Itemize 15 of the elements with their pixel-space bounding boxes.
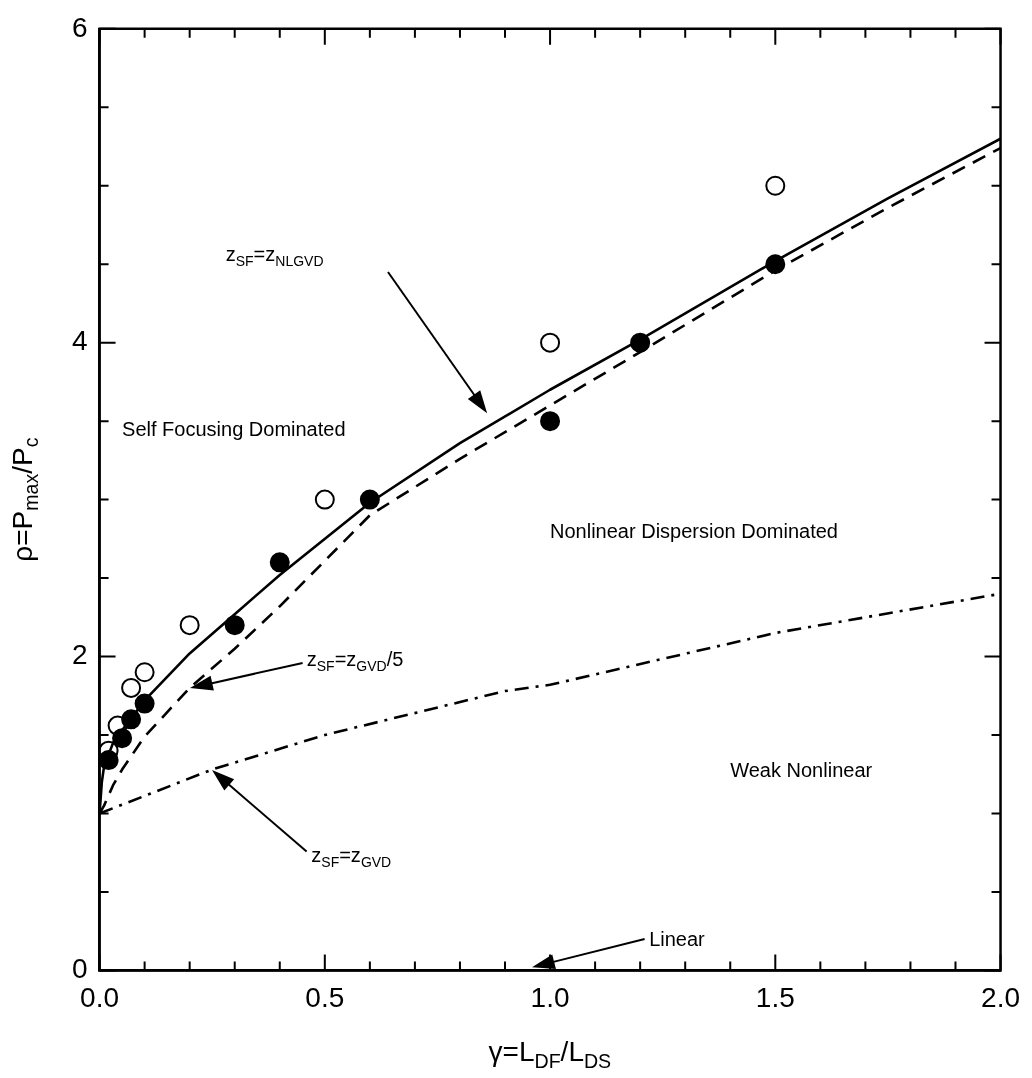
x-tick-label: 2.0 xyxy=(981,981,1021,1013)
annotation: Linear xyxy=(649,928,705,950)
annotation: z$_{SF}$=z$_{GVD}$/5 xyxy=(306,648,404,675)
x-tick-label: 0.5 xyxy=(305,981,345,1013)
y-tick-label: 2 xyxy=(71,639,88,671)
annotation: z$_{SF}$=z$_{NLGVD}$ xyxy=(225,243,324,270)
y-tick-label: 4 xyxy=(71,325,88,357)
annotation: Self Focusing Dominated xyxy=(122,417,346,440)
y-tick-label: 6 xyxy=(71,11,88,43)
x-tick-label: 1.5 xyxy=(755,981,795,1013)
annotation: Nonlinear Dispersion Dominated xyxy=(550,519,838,542)
x-tick-label: 1.0 xyxy=(530,981,570,1013)
annotation: z$_{SF}$=z$_{GVD}$ xyxy=(311,844,392,871)
annotation: Weak Nonlinear xyxy=(730,758,873,781)
x-axis-title: γ=L$_{DF}$/L$_{DS}$ xyxy=(488,1036,612,1072)
